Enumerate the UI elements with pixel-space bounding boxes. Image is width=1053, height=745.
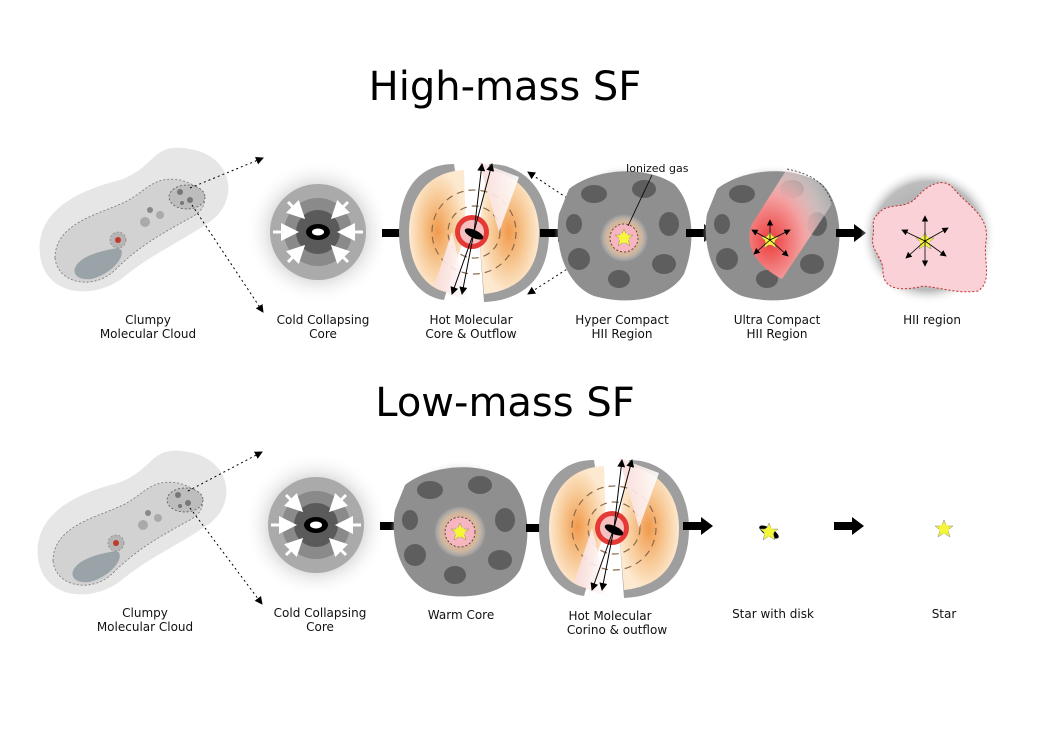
stage-label: Molecular Cloud	[97, 620, 193, 634]
stage-label: Core	[309, 327, 337, 341]
ultra-compact-hii-icon	[702, 164, 842, 304]
high-cold-collapsing-core-icon	[246, 160, 390, 304]
star-with-disk-icon	[759, 522, 779, 541]
low-stage-labels: Clumpy Molecular Cloud Cold Collapsing C…	[97, 606, 957, 637]
high-clumpy-cloud-icon	[39, 147, 229, 292]
stage-label: Hot Molecular	[568, 609, 651, 623]
stage-label: Core	[306, 620, 334, 634]
stage-label: Hyper Compact	[575, 313, 669, 327]
hii-region-icon	[860, 168, 996, 304]
stage-label: Clumpy	[125, 313, 171, 327]
ionized-gas-pointer	[627, 174, 653, 227]
stage-label: Clumpy	[122, 606, 168, 620]
stage-label: Ultra Compact	[734, 313, 821, 327]
stage-label: Star	[932, 607, 957, 621]
stage-label: Core & Outflow	[425, 327, 516, 341]
high-stage-labels: Clumpy Molecular Cloud Cold Collapsing C…	[100, 313, 961, 341]
high-mass-title: High-mass SF	[369, 64, 642, 110]
stage-label: Warm Core	[428, 608, 494, 622]
zoom-lines-low	[187, 451, 263, 605]
hyper-compact-hii-icon	[554, 164, 694, 304]
stage-label: HII Region	[592, 327, 653, 341]
warm-core-icon	[390, 460, 530, 600]
ionized-gas-label: Ionized gas	[626, 162, 689, 175]
stage-label: Cold Collapsing	[277, 313, 370, 327]
low-mass-title: Low-mass SF	[375, 380, 634, 426]
low-clumpy-cloud-icon	[37, 450, 227, 595]
arrow-icon	[834, 517, 864, 535]
star-icon	[934, 519, 954, 538]
stage-label: Corino & outflow	[567, 623, 667, 637]
stage-label: HII Region	[747, 327, 808, 341]
stage-label: Molecular Cloud	[100, 327, 196, 341]
zoom-lines-hot	[527, 171, 601, 295]
high-hot-molecular-core-icon	[399, 162, 549, 302]
stage-label: HII region	[903, 313, 961, 327]
hot-molecular-corino-icon	[539, 458, 689, 598]
stage-label: Star with disk	[732, 607, 814, 621]
low-cold-collapsing-core-icon	[244, 453, 388, 597]
stage-label: Cold Collapsing	[274, 606, 367, 620]
stage-label: Hot Molecular	[429, 313, 512, 327]
zoom-lines-high	[189, 156, 264, 313]
